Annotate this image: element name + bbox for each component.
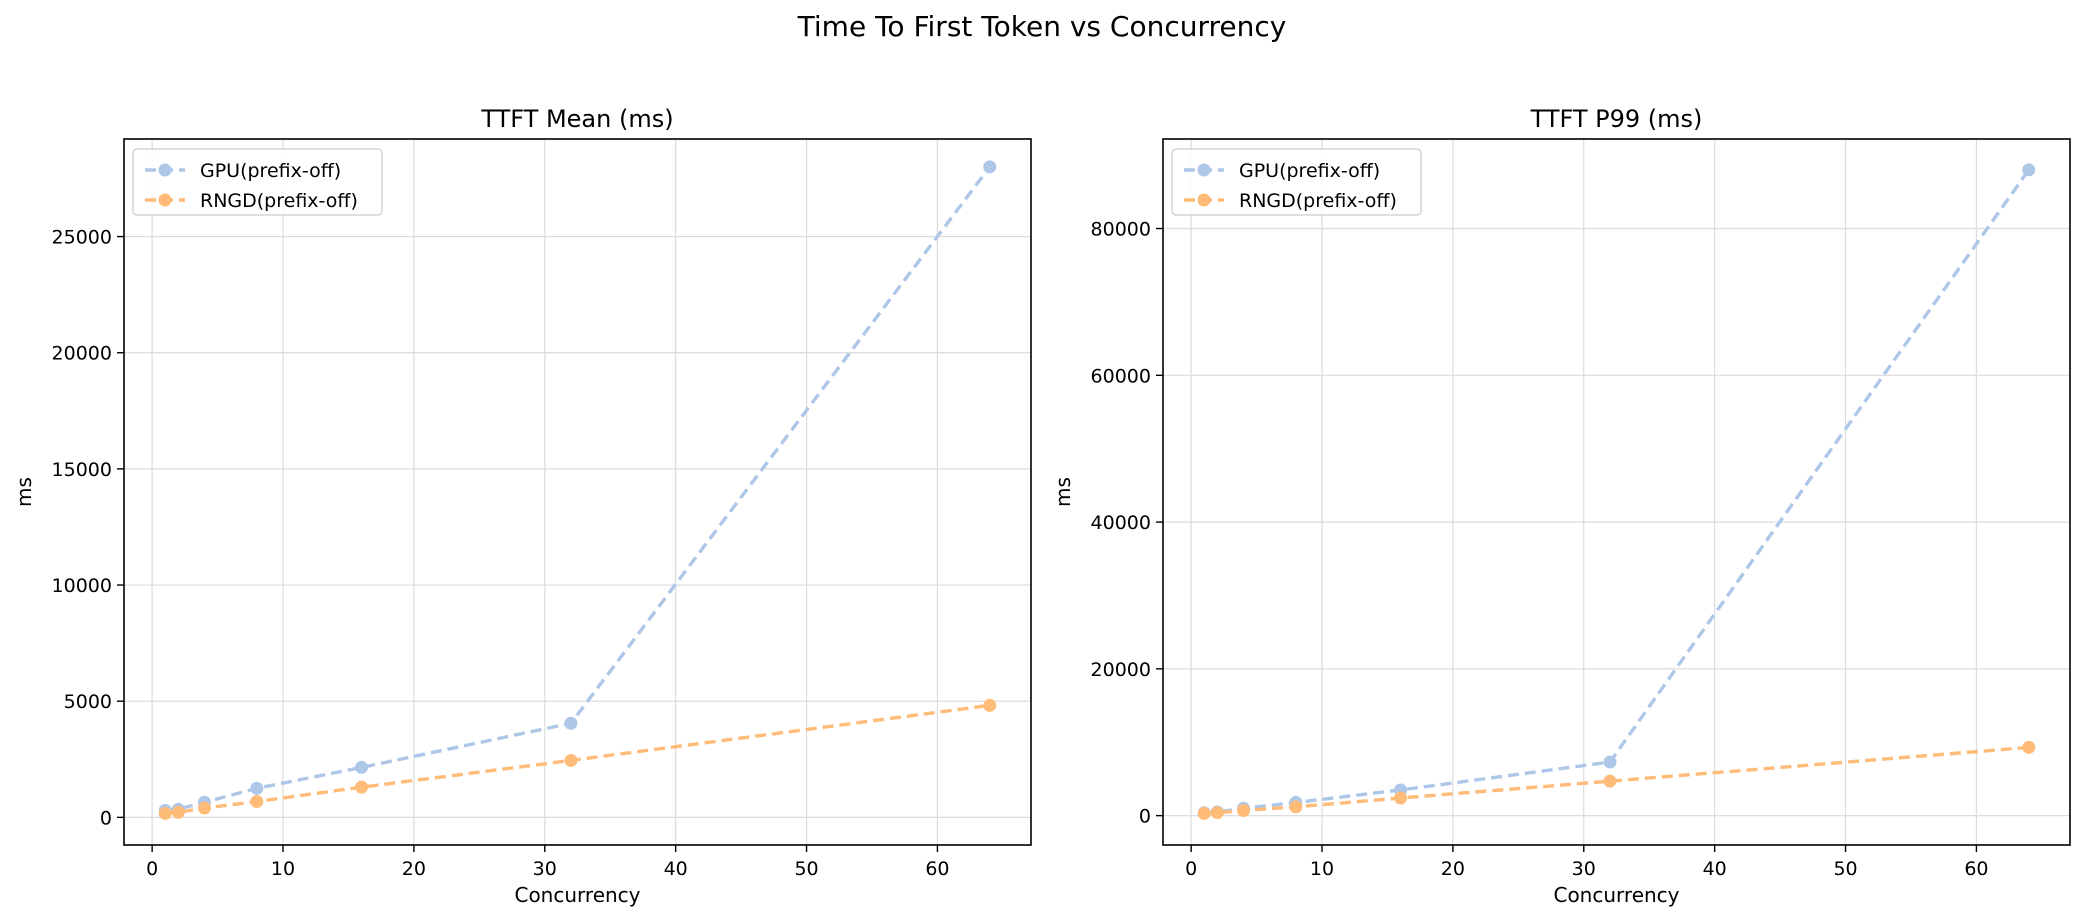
series-line: [1204, 168, 2031, 815]
data-point: [1210, 806, 1224, 820]
gridlines: [1163, 139, 2070, 845]
data-point: [1603, 774, 1617, 788]
x-tick-label: 40: [664, 858, 688, 880]
legend-label: GPU(prefix-off): [1239, 160, 1380, 182]
legend-marker-swatch: [1197, 163, 1211, 177]
y-tick-label: 5000: [64, 691, 112, 713]
legend-box: [1171, 148, 1422, 216]
y-tick-label: 20000: [52, 343, 112, 365]
data-point: [1394, 791, 1408, 805]
x-tick-label: 30: [1572, 858, 1596, 880]
series-rngd: [1197, 740, 2036, 820]
data-point: [2022, 163, 2036, 177]
legend-marker-swatch: [158, 163, 172, 177]
legend-label: GPU(prefix-off): [200, 160, 341, 182]
x-tick-label: 30: [533, 858, 557, 880]
x-tick-label: 0: [1185, 858, 1197, 880]
series-rngd: [158, 698, 997, 820]
data-point: [1289, 800, 1303, 814]
axes-frame: [1162, 138, 2071, 846]
data-point: [1197, 806, 1211, 820]
series-line: [165, 165, 992, 813]
series-line: [1204, 745, 2029, 816]
x-axis-label: Concurrency: [514, 883, 640, 907]
x-tick-label: 10: [1310, 858, 1334, 880]
series-line: [165, 703, 990, 816]
y-tick-label: 60000: [1091, 365, 1151, 387]
data-point: [158, 806, 172, 820]
x-tick-label: 60: [925, 858, 949, 880]
y-tick-label: 15000: [52, 459, 112, 481]
y-tick-label: 80000: [1091, 219, 1151, 241]
data-point: [983, 160, 997, 174]
data-point: [983, 698, 997, 712]
data-point: [171, 805, 185, 819]
data-point: [250, 781, 264, 795]
legend-marker-swatch: [1197, 193, 1211, 207]
legend: GPU(prefix-off) RNGD(prefix-off): [132, 148, 383, 216]
x-tick-label: 20: [402, 858, 426, 880]
x-tick-label: 50: [794, 858, 818, 880]
y-tick-label: 10000: [52, 575, 112, 597]
legend-label: RNGD(prefix-off): [1239, 190, 1397, 212]
gridlines: [124, 139, 1031, 845]
y-tick-label: 0: [100, 807, 112, 829]
data-point: [1603, 755, 1617, 769]
y-tick-label: 20000: [1091, 659, 1151, 681]
y-tick-label: 40000: [1091, 512, 1151, 534]
x-tick-label: 40: [1703, 858, 1727, 880]
data-point: [564, 753, 578, 767]
x-tick-label: 0: [146, 858, 158, 880]
x-tick-label: 60: [1964, 858, 1988, 880]
legend-marker-swatch: [158, 193, 172, 207]
data-point: [564, 716, 578, 730]
x-tick-label: 50: [1833, 858, 1857, 880]
legend-label: RNGD(prefix-off): [200, 190, 358, 212]
y-axis-label: ms: [1051, 477, 1075, 507]
series-gpu: [158, 160, 997, 817]
panel-title-ttft-mean: TTFT Mean (ms): [480, 105, 673, 133]
series-gpu: [1197, 163, 2036, 820]
data-point: [197, 801, 211, 815]
x-axis-label: Concurrency: [1553, 883, 1679, 907]
y-axis-label: ms: [12, 477, 36, 507]
data-point: [355, 780, 369, 794]
figure-title: Time To First Token vs Concurrency: [797, 10, 1287, 43]
legend-box: [132, 148, 383, 216]
data-point: [355, 760, 369, 774]
y-tick-label: 25000: [52, 227, 112, 249]
data-point: [250, 795, 264, 809]
x-tick-label: 10: [271, 858, 295, 880]
data-point: [2022, 740, 2036, 754]
legend: GPU(prefix-off) RNGD(prefix-off): [1171, 148, 1422, 216]
y-tick-label: 0: [1139, 806, 1151, 828]
data-point: [1236, 804, 1250, 818]
panel-title-ttft-p99: TTFT P99 (ms): [1530, 105, 1703, 133]
x-tick-label: 20: [1441, 858, 1465, 880]
panel-ttft-p99: 0 10 20 30 40 50 60 0 20000 40000 60000 80000 TTFT P…: [1051, 105, 2071, 907]
panel-ttft-mean: 0 10 20 30 40 50 60 0 5000 10000 15000 20000 25000 TT…: [12, 105, 1032, 907]
axes-frame: [123, 138, 1032, 846]
